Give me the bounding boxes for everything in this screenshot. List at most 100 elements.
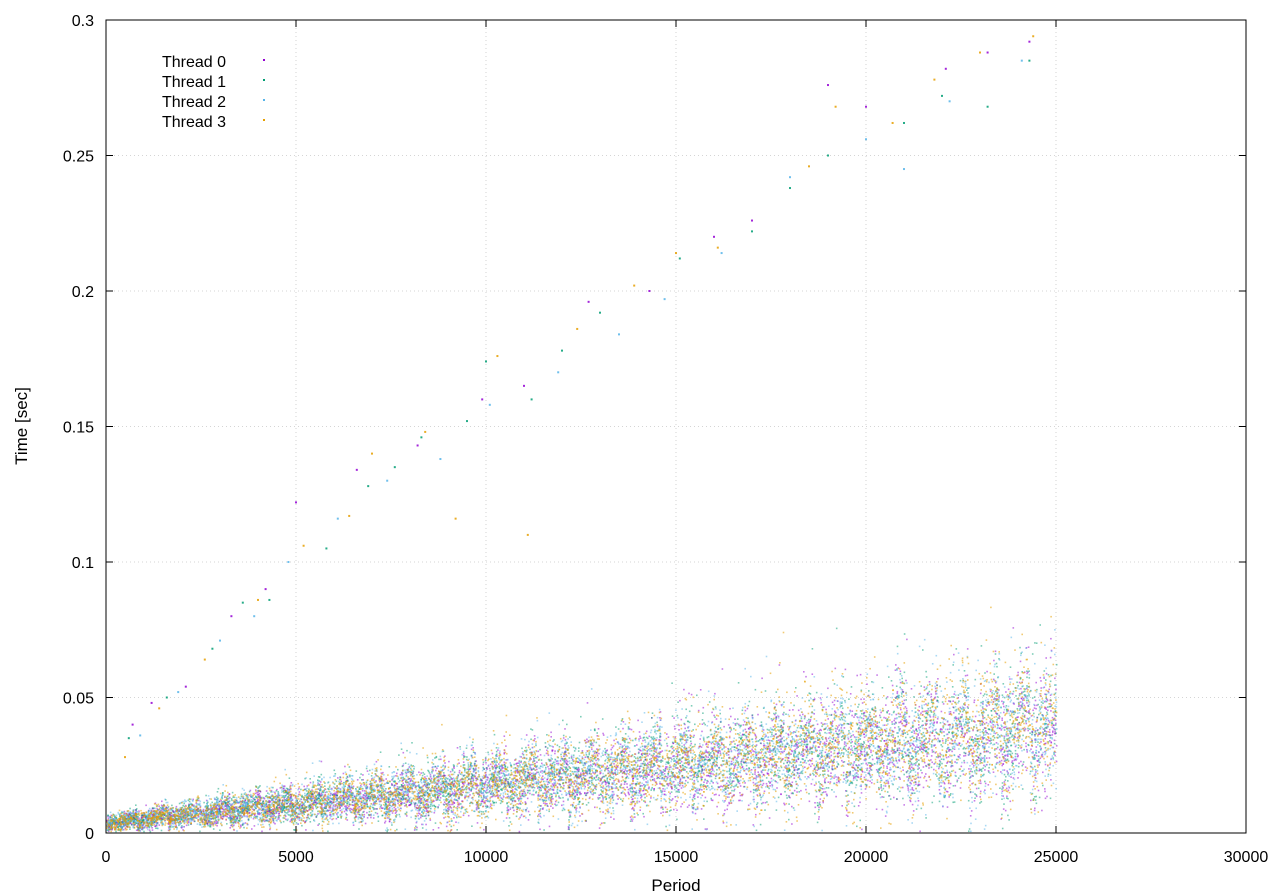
- data-point: [825, 743, 827, 745]
- data-point: [602, 775, 605, 778]
- data-point: [694, 812, 697, 815]
- data-point: [928, 726, 931, 729]
- data-point: [561, 804, 563, 807]
- data-point: [232, 815, 234, 818]
- data-point: [863, 733, 865, 736]
- data-point: [875, 735, 878, 738]
- data-point: [898, 776, 901, 779]
- data-point: [858, 764, 860, 766]
- data-point: [843, 778, 845, 780]
- data-point: [982, 738, 984, 740]
- data-point: [325, 799, 327, 801]
- data-point: [598, 827, 601, 829]
- data-point: [987, 714, 989, 716]
- data-point: [596, 748, 598, 750]
- data-point: [934, 696, 937, 699]
- data-point: [303, 810, 305, 812]
- data-point: [503, 761, 506, 764]
- data-point: [891, 684, 894, 687]
- data-point: [1018, 762, 1020, 765]
- data-point: [443, 801, 446, 803]
- data-point: [720, 785, 722, 787]
- data-point: [1032, 751, 1034, 753]
- data-point: [221, 810, 224, 813]
- data-point: [659, 711, 662, 713]
- data-point: [674, 736, 676, 738]
- data-point: [509, 808, 512, 810]
- data-point: [423, 815, 426, 817]
- data-point: [706, 782, 708, 784]
- data-point: [928, 767, 930, 769]
- data-point: [850, 754, 853, 756]
- data-point: [914, 778, 917, 781]
- data-point: [586, 770, 589, 772]
- data-point: [580, 777, 583, 780]
- data-point: [639, 737, 642, 739]
- data-point: [882, 765, 885, 767]
- data-point: [890, 750, 893, 752]
- data-point: [1051, 716, 1054, 719]
- data-point: [813, 713, 815, 715]
- data-point: [449, 775, 451, 778]
- data-point: [939, 752, 941, 755]
- outlier-point: [751, 219, 753, 222]
- data-point: [851, 710, 854, 712]
- data-point: [1001, 748, 1004, 750]
- data-point: [226, 815, 228, 818]
- data-point: [521, 794, 523, 797]
- data-point: [918, 705, 921, 708]
- data-point: [594, 764, 597, 767]
- data-point: [1041, 755, 1044, 758]
- data-point: [845, 814, 848, 817]
- data-point: [850, 748, 852, 751]
- data-point: [429, 819, 432, 821]
- data-point: [740, 764, 743, 766]
- outlier-point: [481, 398, 484, 401]
- data-point: [861, 771, 864, 773]
- data-point: [1006, 795, 1008, 798]
- data-point: [1028, 711, 1030, 713]
- data-point: [518, 760, 521, 762]
- data-point: [770, 777, 773, 780]
- data-point: [808, 763, 811, 766]
- data-point: [221, 808, 224, 810]
- data-point: [953, 748, 956, 750]
- data-point: [595, 783, 598, 786]
- data-point: [904, 752, 907, 755]
- data-point: [922, 766, 925, 768]
- data-point: [632, 739, 634, 742]
- data-point: [1003, 756, 1005, 759]
- data-point: [917, 734, 919, 736]
- data-point: [805, 788, 807, 791]
- data-point: [667, 776, 669, 779]
- data-point: [1019, 704, 1022, 707]
- data-point: [823, 780, 826, 782]
- data-point: [630, 818, 633, 821]
- data-point: [445, 825, 448, 828]
- data-point: [692, 806, 695, 809]
- data-point: [707, 746, 709, 748]
- data-point: [989, 721, 992, 724]
- data-point: [1026, 670, 1028, 672]
- data-point: [536, 761, 538, 763]
- data-point: [866, 769, 868, 771]
- data-point: [470, 748, 473, 751]
- data-point: [710, 797, 712, 800]
- data-point: [800, 727, 803, 730]
- data-point: [374, 804, 376, 806]
- data-point: [832, 738, 834, 740]
- data-point: [949, 782, 952, 785]
- data-point: [263, 820, 266, 823]
- data-point: [554, 779, 556, 781]
- data-point: [860, 750, 862, 753]
- data-point: [565, 766, 568, 768]
- data-point: [945, 756, 948, 759]
- data-point: [202, 818, 205, 821]
- data-point: [540, 759, 543, 761]
- data-point: [462, 791, 464, 794]
- data-point: [805, 722, 808, 724]
- data-point: [906, 776, 908, 778]
- data-point: [447, 806, 450, 809]
- data-point: [875, 808, 878, 810]
- data-point: [483, 828, 485, 831]
